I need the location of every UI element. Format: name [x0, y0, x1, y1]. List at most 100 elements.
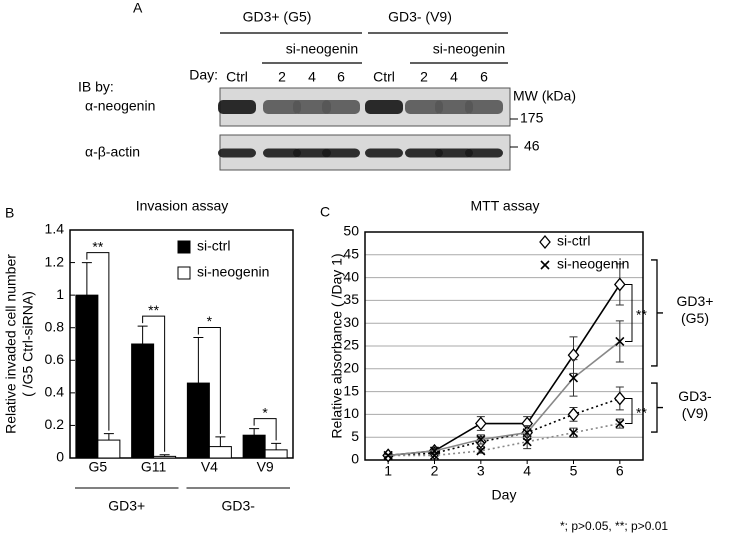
series-line: [388, 284, 621, 457]
group-label: GD3+ (G5): [676, 292, 714, 326]
marker: [613, 391, 626, 406]
blot-band: [293, 100, 331, 114]
marker: [568, 428, 579, 438]
error-bar: [271, 442, 282, 450]
marker: [383, 450, 393, 461]
panel-label: A: [133, 0, 143, 16]
group-label: GD3+: [108, 498, 145, 514]
mw-label: MW (kDa): [513, 88, 576, 104]
series-line: [388, 340, 621, 457]
mw-marker: 175: [520, 110, 544, 126]
x-tick-label: V9: [257, 459, 274, 475]
y-axis-label: ( /G5 Ctrl-siRNA): [20, 291, 36, 397]
y-tick-label: 0: [351, 451, 359, 467]
chart-title: Invasion assay: [136, 198, 229, 214]
marker: [474, 416, 487, 431]
group-label: GD3-: [222, 498, 256, 514]
y-tick-label: 0.6: [45, 351, 65, 367]
significance-bracket: [142, 315, 166, 452]
error-bar: [81, 262, 92, 296]
lane-label: 2: [420, 69, 428, 85]
legend-marker: [539, 234, 551, 250]
bar: [264, 449, 288, 459]
lane-label: 6: [480, 69, 488, 85]
lane-label: 2: [278, 69, 286, 85]
y-tick-label: 0: [56, 449, 64, 465]
y-tick-label: 40: [343, 268, 359, 284]
lane-label: Ctrl: [226, 69, 248, 85]
marker: [476, 434, 486, 445]
blot-band: [435, 148, 473, 158]
y-tick-label: 20: [343, 360, 359, 376]
y-tick-label: 50: [343, 223, 359, 239]
blot-band: [218, 148, 256, 158]
y-axis-label: Relative absorbance ( /Day 1): [329, 253, 345, 438]
y-tick-label: 45: [343, 246, 359, 262]
blot-band: [465, 148, 503, 158]
legend-label: si-ctrl: [197, 238, 230, 254]
x-tick-label: 2: [431, 463, 439, 479]
bar: [75, 294, 99, 459]
bar: [208, 446, 232, 459]
y-tick-label: 1.4: [45, 221, 65, 237]
legend-marker: [540, 260, 550, 270]
series-line: [388, 422, 620, 457]
blot-band: [435, 100, 473, 114]
x-tick-label: 1: [384, 463, 392, 479]
blot-band: [322, 148, 360, 158]
error-bar: [215, 436, 226, 447]
day-label: Day:: [189, 67, 218, 83]
x-tick-label: 5: [570, 463, 578, 479]
blot-band: [365, 148, 403, 158]
blot-band: [405, 100, 443, 114]
panel-label: B: [5, 205, 14, 221]
treatment-label: si-neogenin: [286, 41, 358, 57]
x-tick-label: V4: [201, 459, 218, 475]
x-axis-label: Day: [492, 487, 517, 503]
legend-swatch: [177, 240, 191, 254]
bar: [186, 382, 210, 459]
marker: [613, 277, 626, 292]
y-tick-label: 30: [343, 314, 359, 330]
legend-label: si-neogenin: [197, 264, 269, 280]
significance-label: **: [636, 405, 647, 421]
blot-band: [365, 100, 403, 114]
blot-band: [263, 148, 301, 158]
antibody-label: α-neogenin: [85, 98, 155, 114]
group-bracket: [651, 259, 663, 367]
footnote: *; p>0.05, **; p>0.01: [560, 519, 668, 533]
significance-label: **: [92, 238, 103, 254]
significance-bracket: [625, 397, 633, 425]
marker: [615, 418, 625, 429]
y-tick-label: 0.8: [45, 318, 65, 334]
error-bar: [193, 336, 204, 384]
y-tick-label: 35: [343, 291, 359, 307]
y-tick-label: 0.4: [45, 384, 65, 400]
mw-marker: 46: [524, 138, 540, 154]
significance-bracket: [253, 418, 277, 441]
chart-title: MTT assay: [471, 198, 540, 214]
error-bar: [249, 428, 260, 436]
blot-band: [263, 100, 301, 114]
y-tick-label: 15: [343, 382, 359, 398]
blot-band: [322, 100, 360, 114]
marker: [567, 407, 580, 422]
marker: [429, 450, 440, 461]
significance-label: **: [148, 302, 159, 318]
bar: [131, 343, 155, 459]
lane-label: 4: [308, 69, 316, 85]
blot-band: [465, 100, 503, 114]
x-tick-label: G5: [89, 459, 108, 475]
marker: [522, 437, 532, 447]
x-tick-label: G11: [141, 459, 167, 475]
y-tick-label: 10: [343, 405, 359, 421]
error-bar: [137, 325, 148, 344]
marker: [568, 373, 579, 383]
significance-label: **: [636, 307, 647, 323]
lane-label: 4: [450, 69, 458, 85]
marker: [476, 446, 486, 456]
error-bar: [103, 433, 114, 441]
treatment-label: si-neogenin: [433, 41, 505, 57]
